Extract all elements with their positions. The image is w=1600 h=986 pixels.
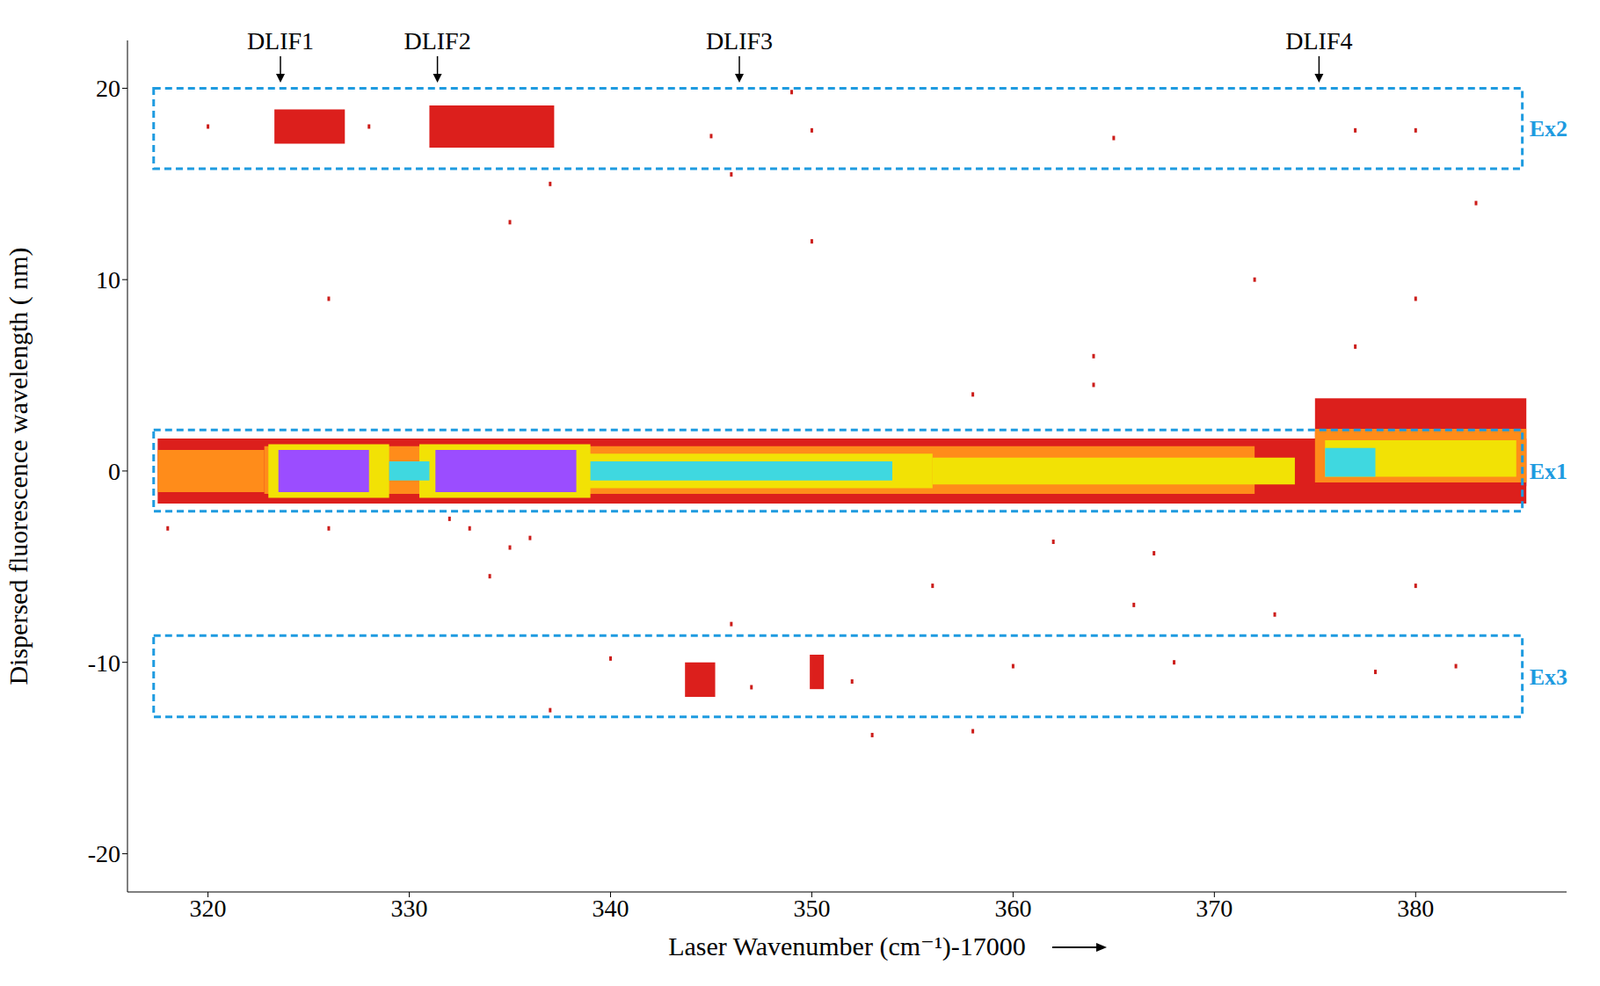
svg-text:DLIF2: DLIF2	[403, 27, 471, 55]
svg-text:340: 340	[591, 894, 629, 923]
svg-text:370: 370	[1195, 894, 1233, 923]
svg-text:-10: -10	[87, 649, 121, 677]
svg-text:10: 10	[95, 266, 121, 294]
svg-text:Laser Wavenumber (cm⁻¹)-17000: Laser Wavenumber (cm⁻¹)-17000	[668, 931, 1026, 962]
svg-text:0: 0	[108, 458, 121, 486]
svg-text:320: 320	[189, 894, 227, 923]
svg-text:DLIF1: DLIF1	[247, 27, 314, 55]
svg-text:DLIF3: DLIF3	[705, 27, 773, 55]
svg-text:Ex2: Ex2	[1529, 116, 1568, 142]
svg-text:350: 350	[792, 894, 830, 923]
svg-text:Ex1: Ex1	[1529, 458, 1568, 485]
svg-text:330: 330	[391, 894, 429, 923]
svg-text:-20: -20	[87, 840, 121, 868]
svg-text:Dispersed fluorescence wavelen: Dispersed fluorescence wavelength ( nm)	[3, 247, 34, 685]
svg-text:360: 360	[994, 894, 1032, 923]
svg-text:Ex3: Ex3	[1529, 664, 1568, 691]
svg-text:380: 380	[1396, 894, 1434, 923]
svg-text:DLIF4: DLIF4	[1285, 27, 1353, 55]
svg-text:20: 20	[95, 74, 121, 102]
